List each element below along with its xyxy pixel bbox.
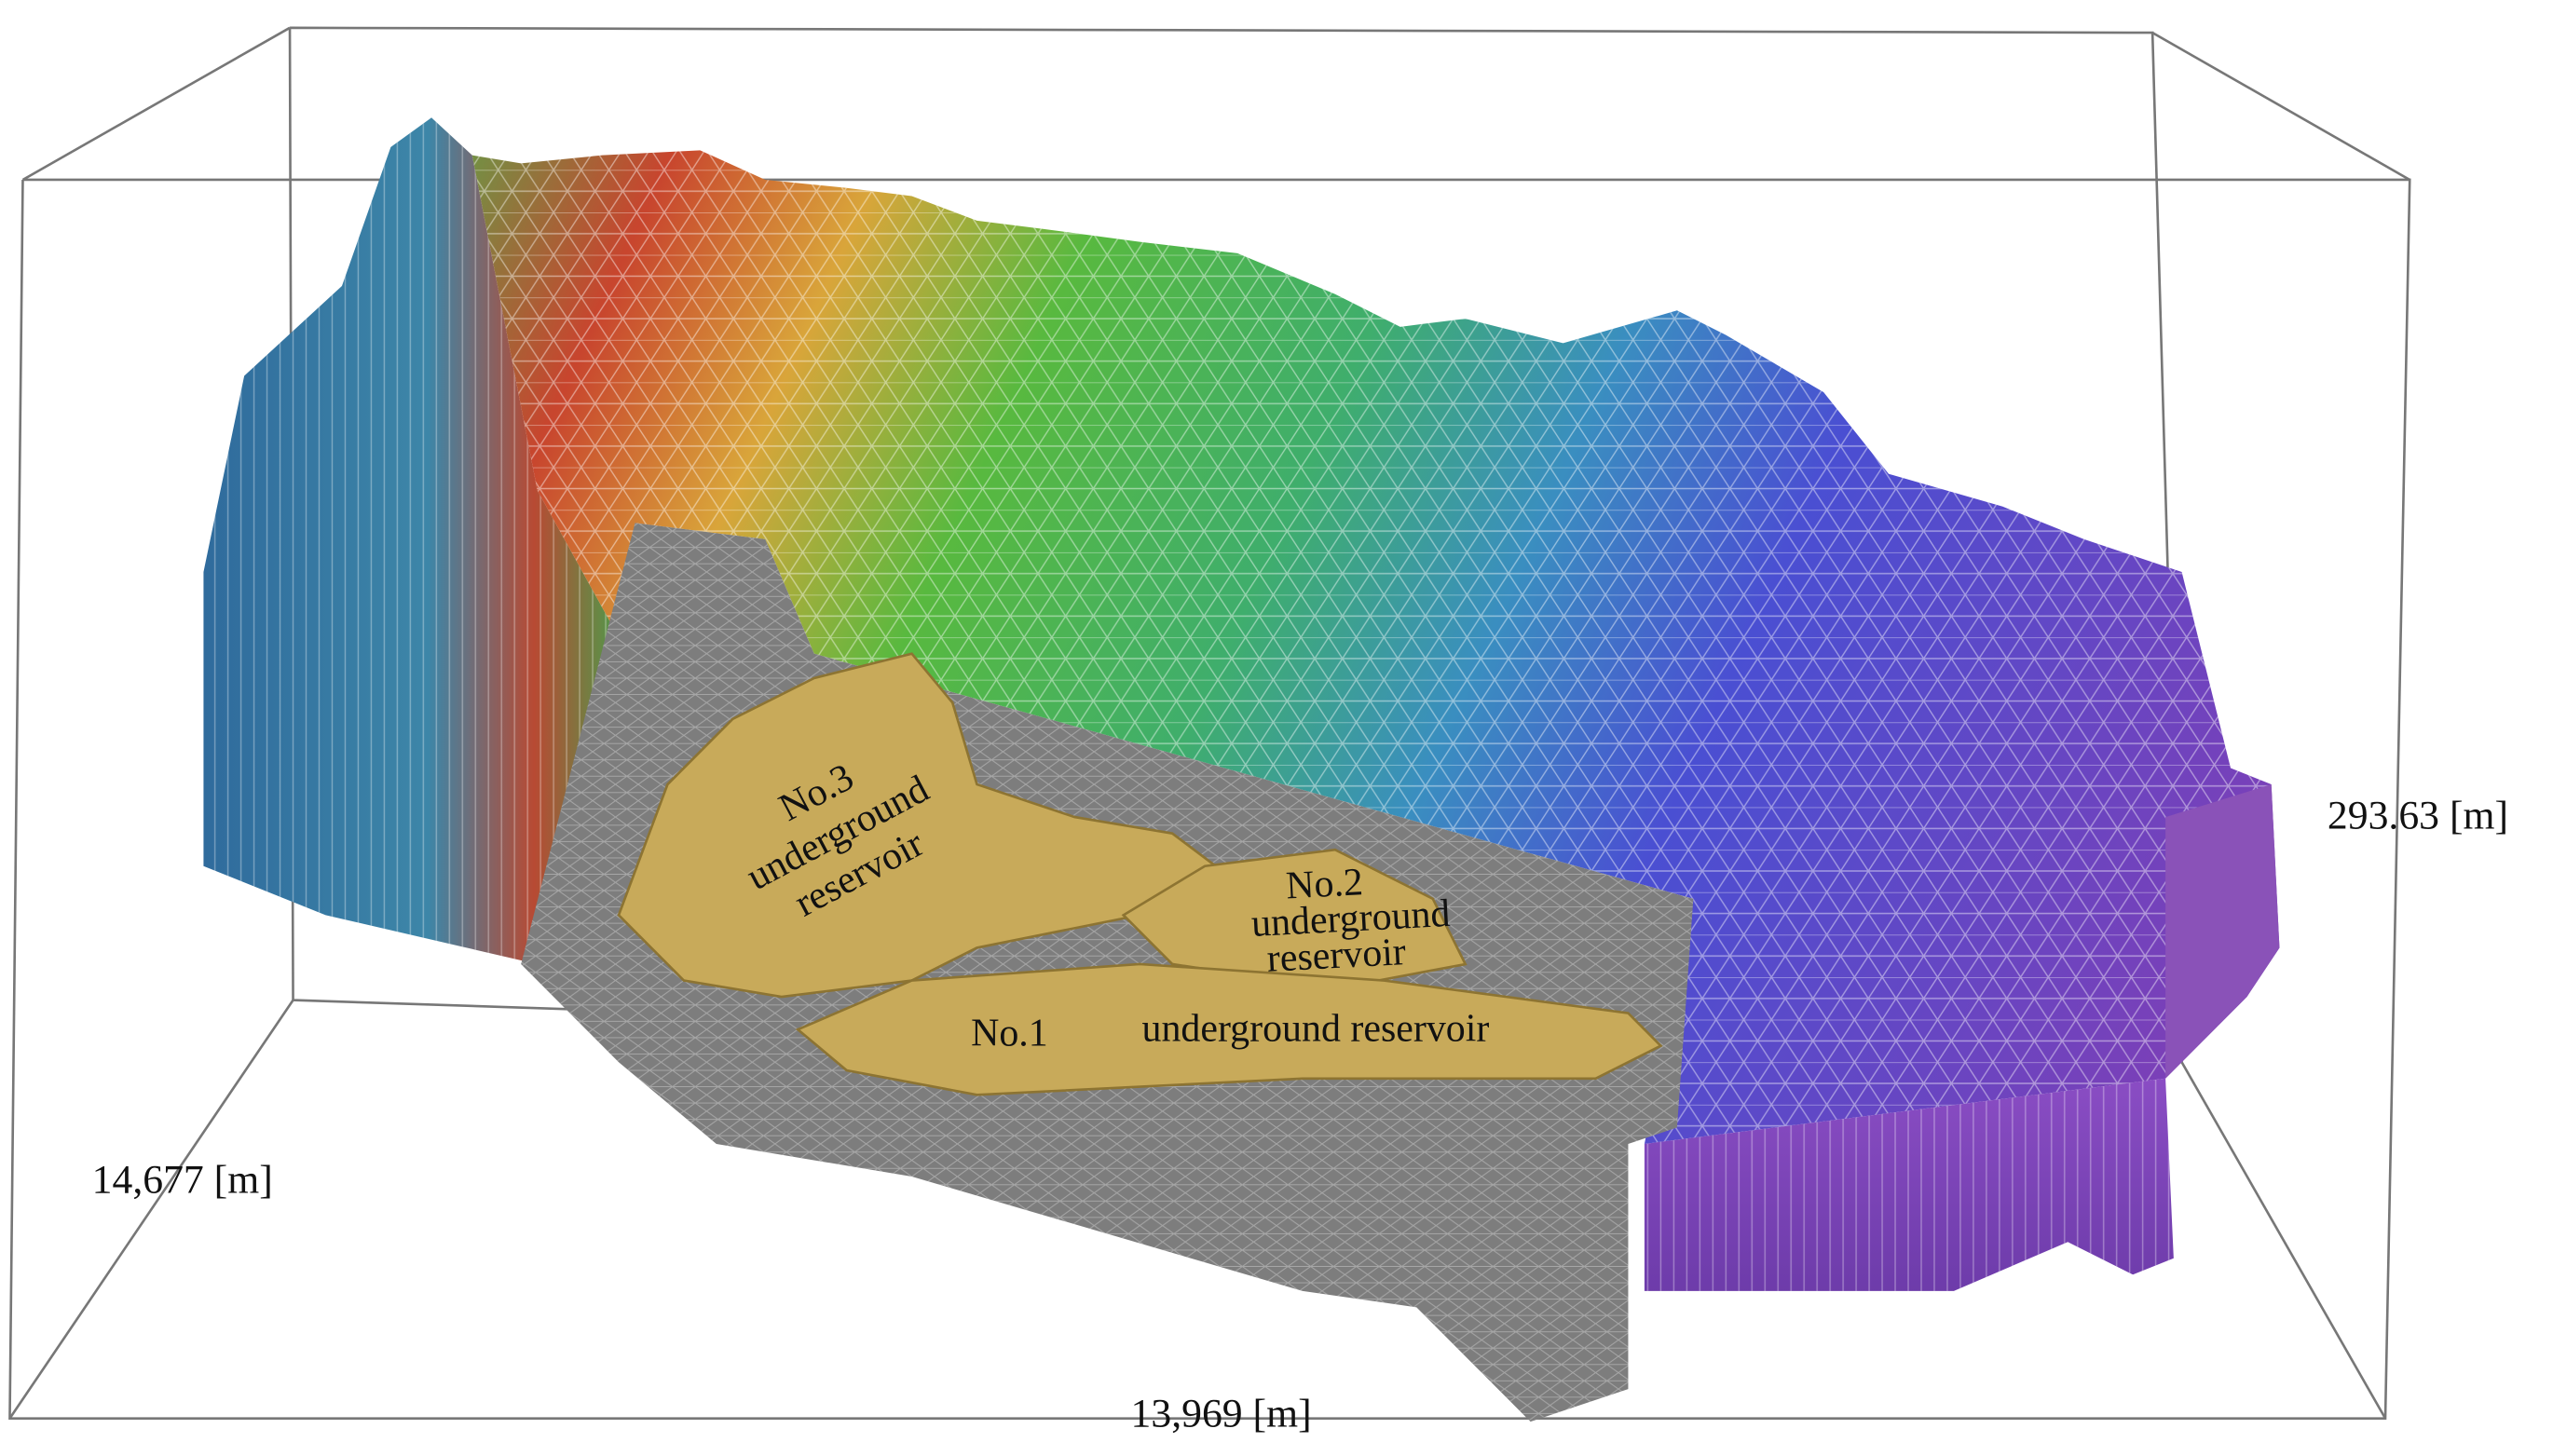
label-line: No.2: [1285, 861, 1364, 907]
label-line: underground: [1250, 892, 1452, 946]
label-line: underground reservoir: [1141, 1007, 1489, 1050]
reservoir-3: [617, 652, 1240, 999]
reservoirs: [617, 652, 1663, 1096]
height-label: 293.63 [m]: [2328, 793, 2508, 837]
terrain-right-face: [2165, 784, 2280, 1079]
terrain-mesh: [431, 117, 2280, 1144]
reservoir-2-label: No.2 underground reservoir: [1250, 861, 1452, 981]
label-line: No.1: [971, 1013, 1048, 1055]
width-label: 13,969 [m]: [1131, 1391, 1312, 1436]
depth-label: 14,677 [m]: [92, 1157, 273, 1202]
terrain-front-lines: [1644, 1078, 2174, 1291]
terrain-left-face-lines: [203, 117, 620, 964]
label-line: reservoir: [1266, 931, 1407, 981]
reservoir-1: [795, 962, 1663, 1096]
terrain: [203, 117, 2280, 1422]
reservoir-1-label: No.1 underground reservoir: [971, 1007, 1489, 1055]
